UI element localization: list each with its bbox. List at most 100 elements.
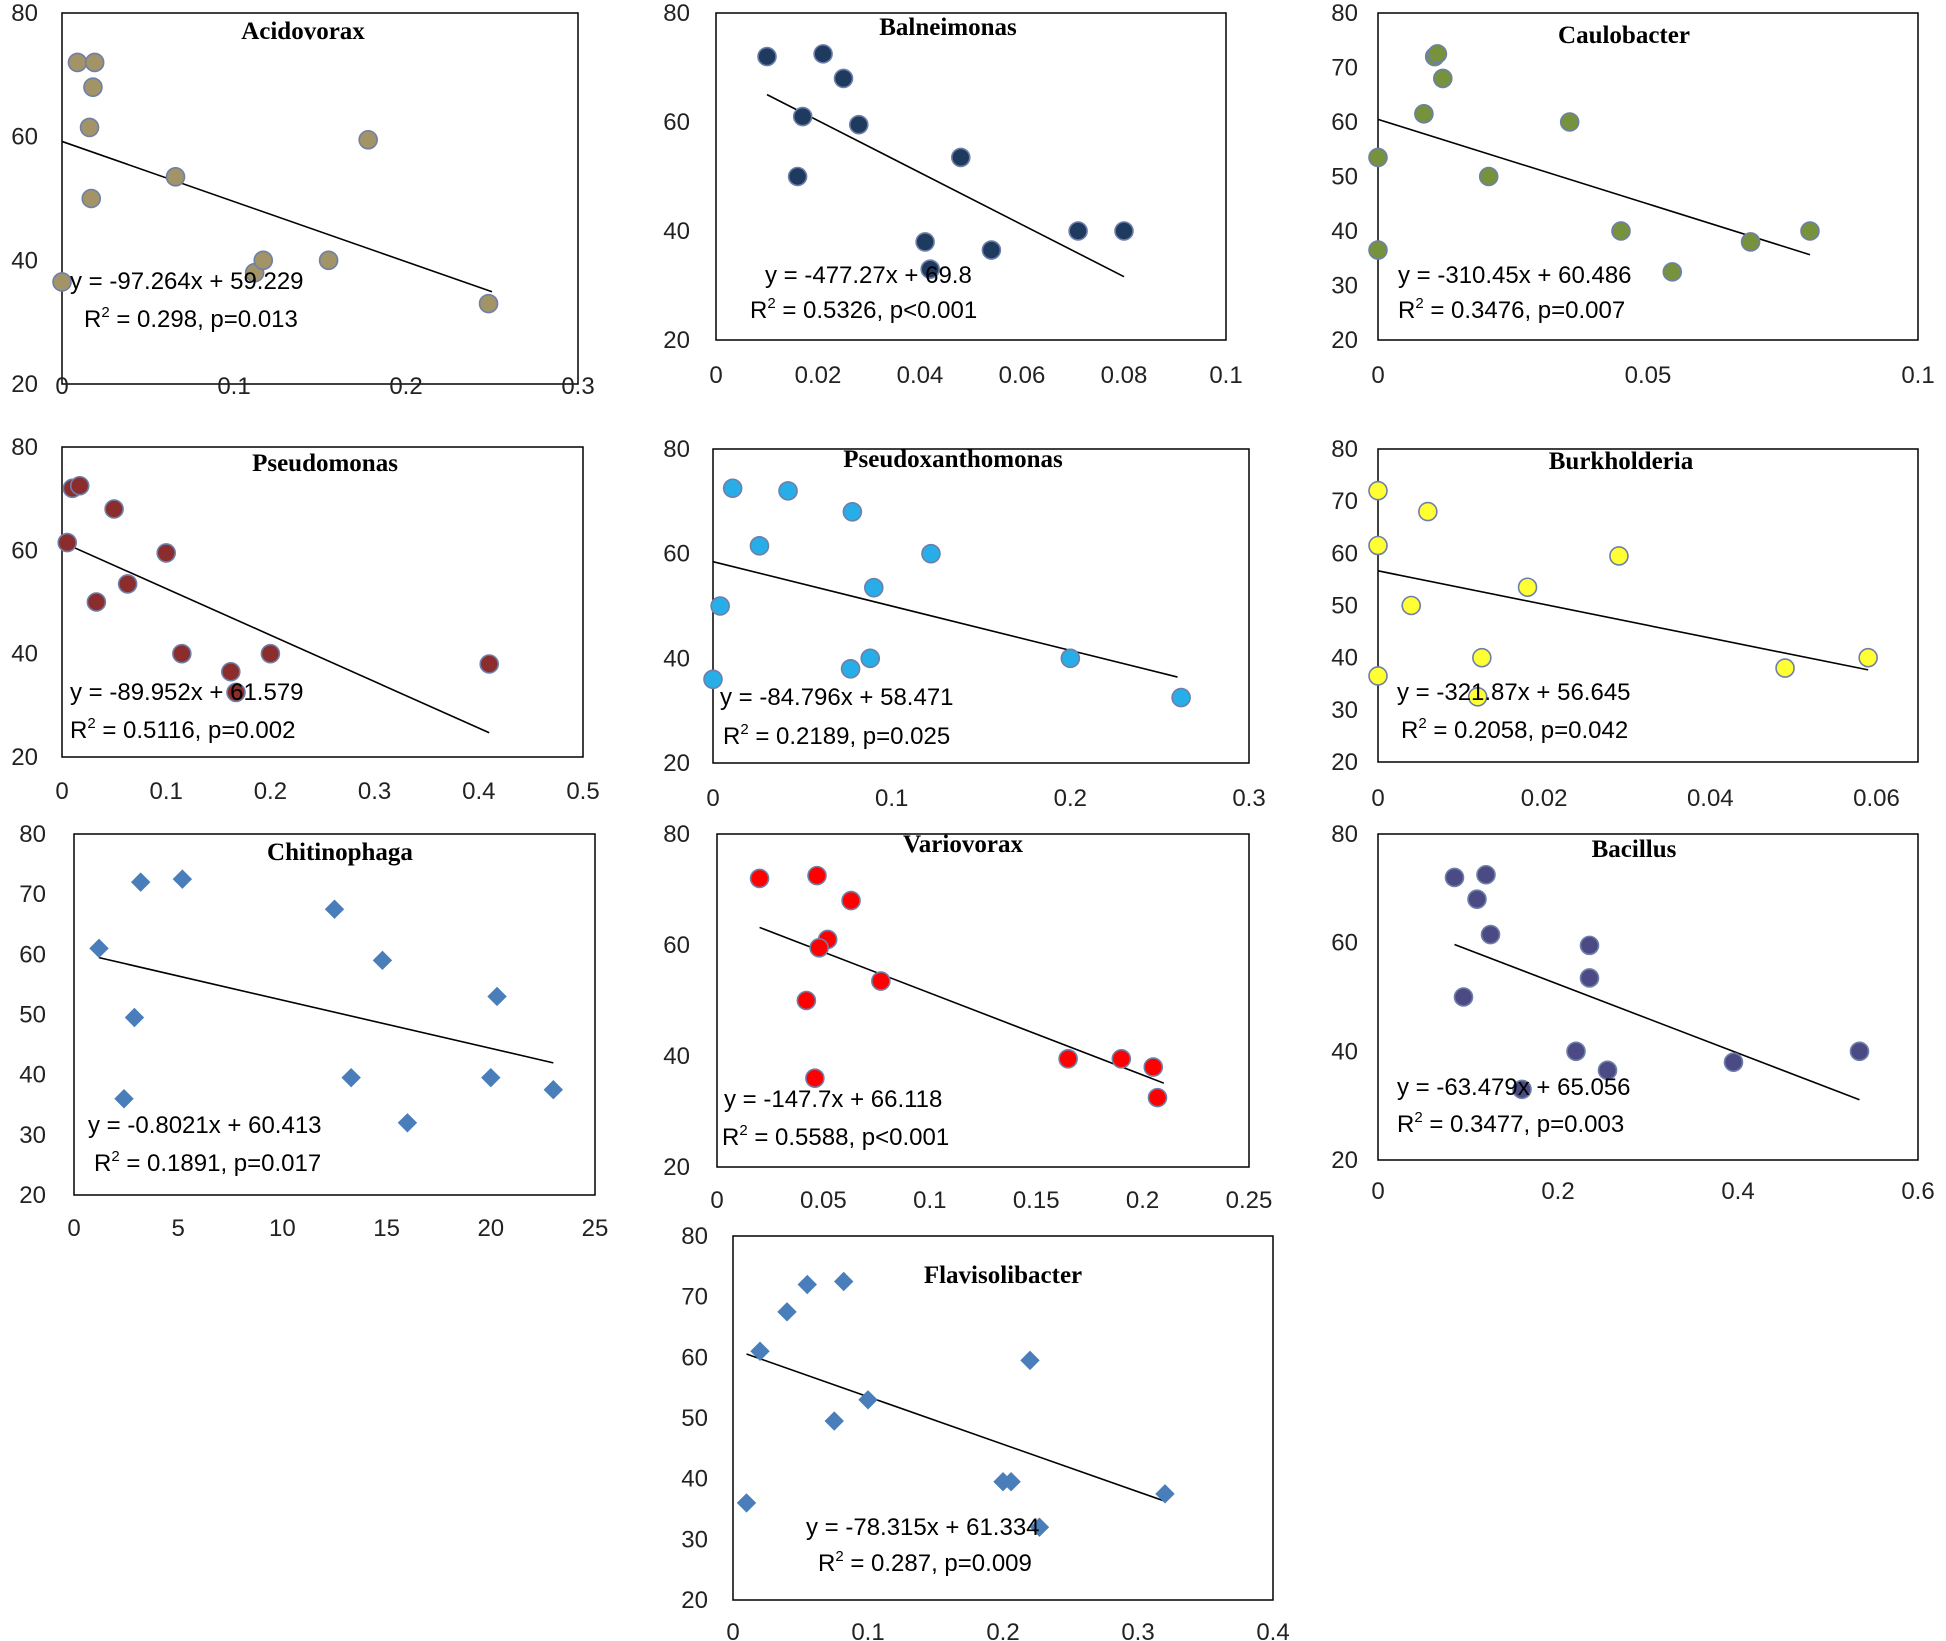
data-point xyxy=(1114,221,1134,241)
x-tick-label: 0 xyxy=(709,362,722,389)
data-point xyxy=(807,865,827,886)
r-squared-value: = 0.2189, p=0.025 xyxy=(749,723,951,750)
data-point xyxy=(1444,867,1465,888)
data-point xyxy=(1559,112,1580,132)
r-squared-value: = 0.5326, p<0.001 xyxy=(776,297,978,324)
data-point xyxy=(863,577,884,598)
r-symbol: R xyxy=(1397,1111,1414,1138)
data-point xyxy=(1476,864,1496,885)
data-point xyxy=(1058,1048,1078,1069)
x-tick-label: 0.04 xyxy=(1687,785,1734,812)
x-tick-label: 0.2 xyxy=(389,373,422,400)
data-point xyxy=(67,52,88,73)
data-point xyxy=(921,543,941,564)
data-point xyxy=(842,501,863,522)
data-point xyxy=(840,658,861,679)
y-tick-label: 30 xyxy=(1331,273,1358,300)
data-point xyxy=(809,937,829,958)
chart-acidovorax: 20 40 60 80 0 0.1 0.2 0.3 Acidovorax y = -97.264x… xyxy=(11,0,594,400)
data-point xyxy=(69,475,90,496)
y-tick-label: 70 xyxy=(1331,488,1358,515)
x-tick-label: 0.1 xyxy=(217,373,250,400)
plot-area xyxy=(732,1235,1274,1601)
x-tick-label: 5 xyxy=(172,1215,185,1242)
data-point xyxy=(130,872,151,892)
data-point xyxy=(813,44,833,64)
y-tick-label: 60 xyxy=(1331,540,1358,567)
data-point xyxy=(1849,1041,1870,1062)
data-point xyxy=(253,250,274,271)
data-point xyxy=(860,648,881,669)
data-point xyxy=(172,869,193,889)
data-point xyxy=(1579,935,1600,956)
y-tick-label: 50 xyxy=(1331,164,1358,191)
y-tick-label: 30 xyxy=(1331,697,1358,724)
data-point xyxy=(981,240,1002,260)
data-point xyxy=(841,890,861,911)
y-tick-label: 40 xyxy=(19,1062,46,1089)
chart-flavisolibacter: 20 30 40 50 60 70 80 0 0.1 0.2 0.3 0.4 Flavisolibact… xyxy=(681,1223,1289,1641)
trend-line xyxy=(746,1353,1166,1503)
data-point xyxy=(260,643,281,664)
y-tick-label: 80 xyxy=(1331,821,1358,848)
r-squared-label: R2 = 0.2189, p=0.025 xyxy=(723,721,950,750)
chart-title: Flavisolibacter xyxy=(924,1262,1082,1289)
data-point xyxy=(848,114,869,135)
trend-line xyxy=(1377,118,1811,256)
x-tick-label: 0 xyxy=(706,785,719,812)
r-superscript: 2 xyxy=(1414,1109,1422,1126)
data-point xyxy=(703,669,723,690)
y-tick-label: 80 xyxy=(681,1223,708,1250)
regression-equation: y = -477.27x + 69.8 xyxy=(765,262,972,289)
r-squared-value: = 0.5588, p<0.001 xyxy=(748,1124,950,1151)
data-point xyxy=(79,117,100,138)
y-tick-label: 60 xyxy=(1331,930,1358,957)
r-symbol: R xyxy=(722,1124,739,1151)
regression-equation: y = -97.264x + 59.229 xyxy=(70,268,304,295)
r-symbol: R xyxy=(94,1150,111,1177)
data-point xyxy=(1517,577,1538,598)
data-point xyxy=(1579,968,1600,988)
chart-title: Variovorax xyxy=(903,831,1023,858)
x-tick-label: 15 xyxy=(373,1215,400,1242)
r-symbol: R xyxy=(1398,297,1415,324)
x-tick-label: 0 xyxy=(710,1187,723,1214)
plot-area xyxy=(1377,12,1919,341)
r-superscript: 2 xyxy=(1415,295,1423,312)
y-tick-label: 70 xyxy=(681,1284,708,1311)
data-point xyxy=(1368,480,1388,501)
data-point xyxy=(1147,1087,1168,1108)
x-tick-label: 0.2 xyxy=(254,778,287,805)
y-tick-label: 40 xyxy=(663,218,690,245)
data-point xyxy=(324,899,345,919)
chart-burkholderia: 20 30 40 50 60 70 80 0 0.02 0.04 0.06 Burkholderia y… xyxy=(1331,436,1919,812)
data-point xyxy=(1401,595,1422,616)
y-tick-label: 80 xyxy=(663,821,690,848)
data-point xyxy=(86,592,107,612)
r-squared-value: = 0.2058, p=0.042 xyxy=(1427,717,1629,744)
regression-equation: y = -78.315x + 61.334 xyxy=(806,1514,1040,1541)
data-point xyxy=(84,52,105,73)
data-point xyxy=(481,1067,501,1088)
y-tick-label: 20 xyxy=(663,750,690,777)
r-symbol: R xyxy=(818,1550,835,1577)
data-point xyxy=(479,654,500,674)
data-point xyxy=(1480,924,1501,945)
data-point xyxy=(915,232,935,252)
trend-line xyxy=(712,560,1178,678)
x-tick-label: 0.1 xyxy=(913,1187,946,1214)
data-point xyxy=(165,167,186,187)
data-point xyxy=(1467,889,1487,910)
data-point xyxy=(172,643,192,664)
data-point xyxy=(1723,1052,1744,1072)
y-tick-label: 40 xyxy=(1331,645,1358,672)
x-tick-label: 0 xyxy=(1371,362,1384,389)
plot-area xyxy=(61,12,579,385)
chart-pseudoxanthomonas: 20 40 60 80 0 0.1 0.2 0.3 Pseudoxanthomonas y = -… xyxy=(663,436,1265,812)
x-tick-label: 0.6 xyxy=(1901,1178,1934,1205)
y-tick-label: 60 xyxy=(681,1344,708,1371)
r-squared-value: = 0.3476, p=0.007 xyxy=(1424,297,1626,324)
data-point xyxy=(1467,686,1488,707)
data-point xyxy=(124,1007,145,1028)
r-superscript: 2 xyxy=(87,715,95,732)
